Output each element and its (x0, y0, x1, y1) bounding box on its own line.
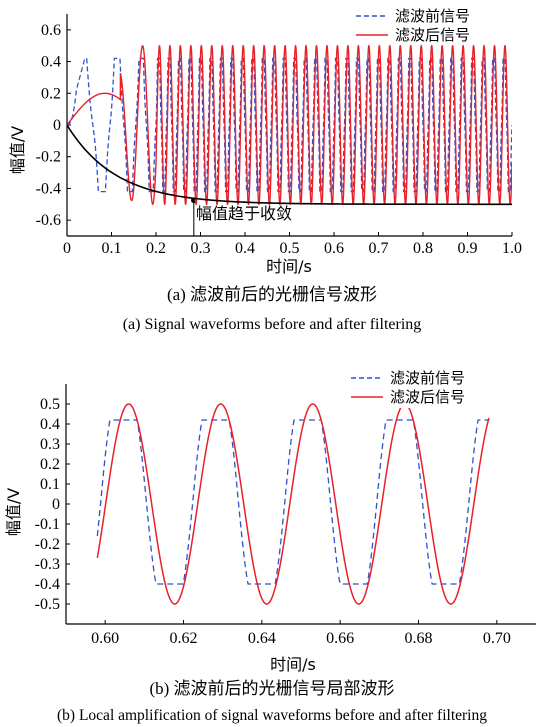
chart-a-caption-cn: (a) 滤波前后的光栅信号波形 (167, 285, 377, 304)
chart-b-x-tick-label: 0.62 (170, 630, 198, 647)
chart-a-y-tick-label: 0.4 (41, 54, 61, 71)
chart-a-x-tick-label: 0.7 (369, 240, 389, 257)
chart-a-x-tick-label: 0.4 (235, 240, 255, 257)
chart-a-legend-label-before: 滤波前信号 (395, 7, 470, 25)
chart-a-y-tick-label: -0.4 (36, 180, 61, 197)
chart-a-axes: 0 0.1 0.2 0.3 0.4 0.5 0.6 0.7 0.8 0.9 1.0 -0.6 -0.4 -… (36, 14, 522, 257)
chart-a-x-tick-label: 0.3 (191, 240, 211, 257)
chart-a: 0 0.1 0.2 0.3 0.4 0.5 0.6 0.7 0.8 0.9 1.0 -0.6 -0.4 -… (8, 4, 522, 333)
chart-a-annotation: 幅值趋于收敛 (196, 204, 292, 223)
chart-b-xlabel: 时间/s (270, 655, 316, 674)
chart-b-y-tick-label: -0.2 (35, 536, 60, 553)
chart-b-y-tick-label: -0.5 (35, 596, 60, 613)
chart-b-series-before (96, 419, 489, 585)
chart-b-y-tick-label: -0.3 (35, 556, 60, 573)
chart-a-x-tick-label: 0.2 (146, 240, 166, 257)
chart-b-y-tick-label: 0 (52, 496, 60, 513)
chart-b-x-tick-label: 0.68 (405, 630, 433, 647)
chart-a-series-after (67, 44, 512, 206)
chart-a-x-tick-label: 1.0 (502, 240, 522, 257)
chart-b-legend-label-after: 滤波后信号 (390, 388, 465, 406)
chart-b-legend-label-before: 滤波前信号 (390, 369, 465, 387)
chart-b-x-tick-label: 0.64 (248, 630, 276, 647)
chart-b-x-tick-label: 0.66 (326, 630, 354, 647)
chart-b-y-tick-label: 0.4 (40, 416, 60, 433)
chart-b-axes: 0.60 0.62 0.64 0.66 0.68 0.70 -0.5 -0.4 -0.3 -0.2… (35, 384, 536, 647)
chart-b-legend-box (345, 366, 505, 408)
chart-a-x-tick-label: 0 (63, 240, 71, 257)
chart-b-y-tick-label: -0.1 (35, 516, 60, 533)
chart-b: 0.60 0.62 0.64 0.66 0.68 0.70 -0.5 -0.4 -0.3 -0.2… (4, 366, 536, 724)
chart-b-x-tick-label: 0.60 (91, 630, 119, 647)
chart-b-y-tick-label: -0.4 (35, 576, 60, 593)
chart-a-x-tick-label: 0.5 (280, 240, 300, 257)
chart-a-legend-label-after: 滤波后信号 (395, 26, 470, 44)
chart-a-y-tick-label: 0 (53, 117, 61, 134)
chart-b-series (96, 403, 490, 605)
chart-b-caption-en: (b) Local amplification of signal wavefo… (57, 707, 487, 724)
chart-b-ylabel: 幅值/V (4, 488, 23, 536)
chart-b-x-tick-label: 0.70 (483, 630, 511, 647)
chart-a-xlabel: 时间/s (266, 257, 312, 276)
chart-b-y-tick-label: 0.1 (40, 476, 60, 493)
chart-b-y-tick-label: 0.5 (40, 396, 60, 413)
chart-a-caption-en: (a) Signal waveforms before and after fi… (123, 316, 422, 333)
chart-a-x-tick-label: 0.1 (102, 240, 122, 257)
chart-b-series-after (96, 403, 490, 605)
chart-a-convergence-curve (67, 124, 512, 206)
chart-b-caption-cn: (b) 滤波前后的光栅信号局部波形 (149, 679, 394, 698)
chart-a-y-tick-label: 0.6 (41, 22, 61, 39)
chart-a-legend-box (350, 4, 505, 44)
chart-b-y-tick-label: 0.3 (40, 436, 60, 453)
chart-a-x-tick-label: 0.8 (413, 240, 433, 257)
chart-a-y-tick-label: 0.2 (41, 85, 61, 102)
chart-a-x-tick-label: 0.9 (458, 240, 478, 257)
chart-a-x-tick-label: 0.6 (324, 240, 344, 257)
chart-b-y-tick-label: 0.2 (40, 456, 60, 473)
chart-a-y-tick-label: -0.2 (36, 149, 61, 166)
chart-a-y-tick-label: -0.6 (36, 212, 61, 229)
chart-a-ylabel: 幅值/V (8, 126, 27, 174)
chart-a-series (67, 44, 512, 206)
